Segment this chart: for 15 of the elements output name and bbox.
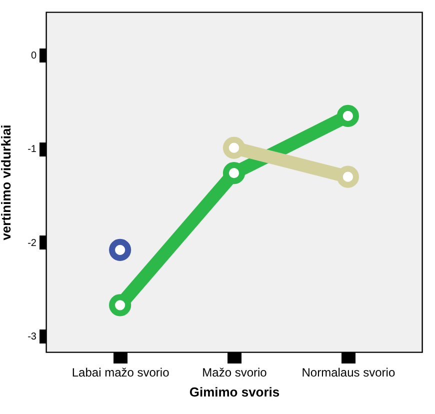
y-tick-label: -1 [28, 144, 37, 156]
point [109, 294, 132, 316]
y-axis-title: vertinimo vidurkiai [0, 124, 14, 240]
point [336, 104, 359, 128]
y-tick-label: -3 [28, 332, 37, 343]
x-axis-title: Gimimo svoris [189, 384, 280, 400]
point [222, 162, 246, 184]
point [336, 166, 359, 188]
x-tick-label: Normalaus svorio [302, 366, 396, 380]
x-tick-label: Mažo svorio [202, 366, 268, 380]
x-tick-label: Labai mažo svorio [72, 366, 170, 380]
y-tick-label: 0 [30, 50, 37, 62]
point [109, 238, 132, 261]
y-tick-label: -2 [28, 238, 37, 249]
point [222, 136, 246, 159]
